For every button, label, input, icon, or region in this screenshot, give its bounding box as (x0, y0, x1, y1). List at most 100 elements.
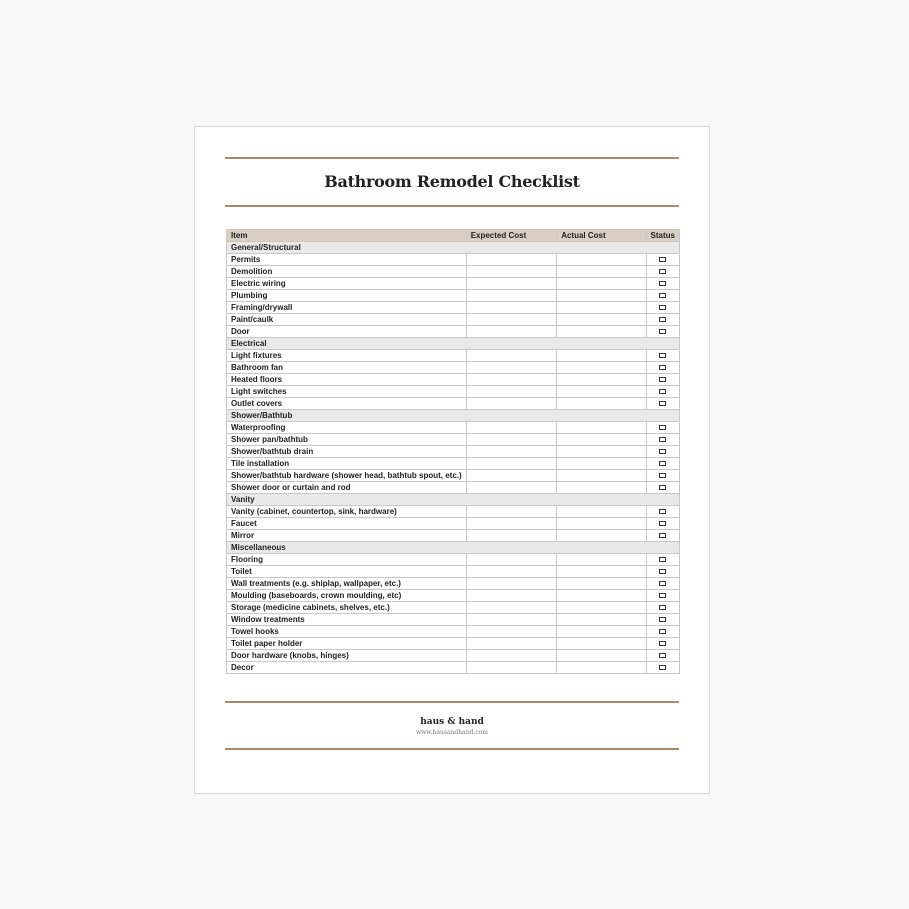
actual-cost-cell[interactable] (556, 265, 647, 278)
expected-cost-cell[interactable] (465, 649, 558, 662)
checkbox[interactable] (659, 472, 667, 478)
checkbox[interactable] (659, 532, 667, 538)
actual-cost-cell[interactable] (556, 469, 647, 482)
status-cell (645, 433, 681, 446)
checkbox[interactable] (659, 484, 667, 490)
expected-cost-cell[interactable] (465, 625, 558, 638)
expected-cost-cell[interactable] (465, 457, 558, 470)
actual-cost-cell[interactable] (556, 397, 647, 410)
checkbox[interactable] (659, 664, 667, 670)
item-label: Vanity (cabinet, countertop, sink, hardw… (226, 505, 467, 518)
expected-cost-cell[interactable] (465, 577, 558, 590)
checkbox[interactable] (659, 604, 667, 610)
actual-cost-cell[interactable] (556, 421, 647, 434)
actual-cost-cell[interactable] (556, 289, 647, 302)
checkbox[interactable] (659, 628, 667, 634)
expected-cost-cell[interactable] (465, 469, 558, 482)
checkbox[interactable] (659, 388, 667, 394)
checkbox[interactable] (659, 352, 667, 358)
actual-cost-cell[interactable] (556, 637, 647, 650)
expected-cost-cell[interactable] (465, 529, 558, 542)
expected-cost-cell[interactable] (465, 349, 558, 362)
actual-cost-cell[interactable] (556, 553, 647, 566)
actual-cost-cell[interactable] (556, 385, 647, 398)
checkbox[interactable] (659, 364, 667, 370)
checkbox[interactable] (659, 424, 667, 430)
checkbox[interactable] (659, 436, 667, 442)
checkbox[interactable] (659, 616, 667, 622)
actual-cost-cell[interactable] (556, 445, 647, 458)
actual-cost-cell[interactable] (556, 277, 647, 290)
expected-cost-cell[interactable] (465, 373, 558, 386)
actual-cost-cell[interactable] (556, 577, 647, 590)
expected-cost-cell[interactable] (465, 253, 558, 266)
checkbox[interactable] (659, 640, 667, 646)
expected-cost-cell[interactable] (465, 301, 558, 314)
checkbox[interactable] (659, 556, 667, 562)
actual-cost-cell[interactable] (556, 433, 647, 446)
checkbox[interactable] (659, 448, 667, 454)
actual-cost-cell[interactable] (556, 601, 647, 614)
item-label: Toilet (226, 565, 467, 578)
expected-cost-cell[interactable] (465, 445, 558, 458)
expected-cost-cell[interactable] (465, 505, 558, 518)
expected-cost-cell[interactable] (465, 265, 558, 278)
expected-cost-cell[interactable] (465, 553, 558, 566)
expected-cost-cell[interactable] (465, 613, 558, 626)
checkbox[interactable] (659, 652, 667, 658)
actual-cost-cell[interactable] (556, 313, 647, 326)
expected-cost-cell[interactable] (465, 277, 558, 290)
checkbox[interactable] (659, 520, 667, 526)
checkbox[interactable] (659, 508, 667, 514)
checkbox[interactable] (659, 292, 667, 298)
expected-cost-cell[interactable] (465, 517, 558, 530)
checkbox[interactable] (659, 400, 667, 406)
actual-cost-cell[interactable] (556, 361, 647, 374)
actual-cost-cell[interactable] (556, 505, 647, 518)
expected-cost-cell[interactable] (465, 289, 558, 302)
item-label: Moulding (baseboards, crown moulding, et… (226, 589, 467, 602)
actual-cost-cell[interactable] (556, 589, 647, 602)
checkbox[interactable] (659, 304, 667, 310)
checkbox[interactable] (659, 328, 667, 334)
expected-cost-cell[interactable] (465, 637, 558, 650)
actual-cost-cell[interactable] (556, 625, 647, 638)
checkbox[interactable] (659, 280, 667, 286)
expected-cost-cell[interactable] (465, 589, 558, 602)
checkbox[interactable] (659, 256, 667, 262)
expected-cost-cell[interactable] (465, 661, 558, 674)
expected-cost-cell[interactable] (465, 601, 558, 614)
actual-cost-cell[interactable] (556, 349, 647, 362)
checkbox[interactable] (659, 268, 667, 274)
expected-cost-cell[interactable] (465, 361, 558, 374)
item-label: Shower door or curtain and rod (226, 481, 467, 494)
expected-cost-cell[interactable] (465, 385, 558, 398)
actual-cost-cell[interactable] (556, 529, 647, 542)
actual-cost-cell[interactable] (556, 457, 647, 470)
checkbox[interactable] (659, 460, 667, 466)
actual-cost-cell[interactable] (556, 517, 647, 530)
expected-cost-cell[interactable] (465, 565, 558, 578)
expected-cost-cell[interactable] (465, 481, 558, 494)
col-status: Status (645, 229, 681, 242)
checkbox[interactable] (659, 592, 667, 598)
expected-cost-cell[interactable] (465, 313, 558, 326)
expected-cost-cell[interactable] (465, 421, 558, 434)
actual-cost-cell[interactable] (556, 661, 647, 674)
checkbox[interactable] (659, 568, 667, 574)
actual-cost-cell[interactable] (556, 253, 647, 266)
expected-cost-cell[interactable] (465, 397, 558, 410)
actual-cost-cell[interactable] (556, 373, 647, 386)
actual-cost-cell[interactable] (556, 613, 647, 626)
expected-cost-cell[interactable] (465, 433, 558, 446)
checkbox[interactable] (659, 316, 667, 322)
actual-cost-cell[interactable] (556, 481, 647, 494)
actual-cost-cell[interactable] (556, 649, 647, 662)
expected-cost-cell[interactable] (465, 325, 558, 338)
actual-cost-cell[interactable] (556, 565, 647, 578)
checkbox[interactable] (659, 580, 667, 586)
actual-cost-cell[interactable] (556, 301, 647, 314)
actual-cost-cell[interactable] (556, 325, 647, 338)
status-cell (645, 385, 681, 398)
checkbox[interactable] (659, 376, 667, 382)
